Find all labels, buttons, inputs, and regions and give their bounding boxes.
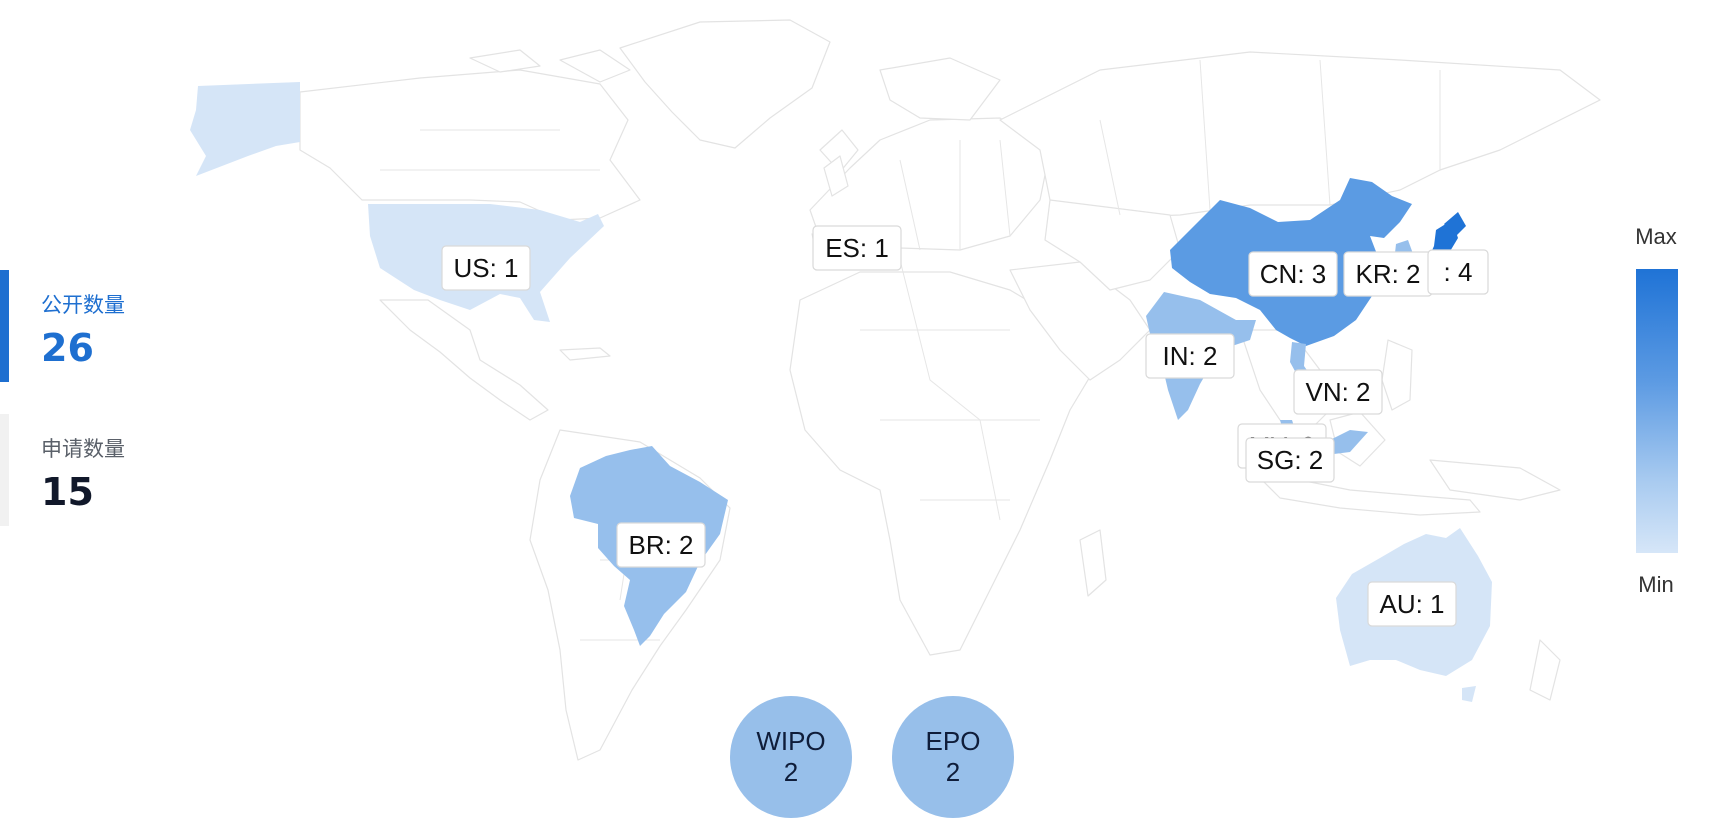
legend-max-label: Max bbox=[1635, 224, 1677, 249]
country-label-text: SG: 2 bbox=[1257, 445, 1323, 475]
office-name: WIPO bbox=[756, 726, 826, 756]
country-labels: US: 1ES: 1CN: 3KR: 2: 4IN: 2VN: 2MY: 2SG… bbox=[441, 225, 1489, 627]
country-label-sg: SG: 2 bbox=[1245, 437, 1335, 483]
country-au-tasmania[interactable] bbox=[1462, 686, 1476, 702]
active-indicator bbox=[0, 270, 9, 382]
country-label-box bbox=[616, 522, 706, 568]
country-label-box bbox=[1245, 437, 1335, 483]
stat-published-tab[interactable]: 公开数量 26 bbox=[0, 270, 240, 382]
country-my-borneo[interactable] bbox=[1330, 430, 1368, 454]
country-label-box bbox=[441, 245, 531, 291]
country-label-es: ES: 1 bbox=[812, 225, 902, 271]
country-label-text: : 4 bbox=[1444, 257, 1473, 287]
country-jp-hokkaido[interactable] bbox=[1444, 212, 1466, 236]
office-value: 2 bbox=[783, 757, 799, 787]
country-label-text: KR: 2 bbox=[1355, 259, 1420, 289]
stat-applications-tab[interactable]: 申请数量 15 bbox=[0, 414, 240, 526]
country-us-alaska[interactable] bbox=[190, 82, 300, 176]
office-bubble-wipo[interactable]: WIPO 2 bbox=[730, 696, 852, 818]
country-label-us: US: 1 bbox=[441, 245, 531, 291]
country-label-vn: VN: 2 bbox=[1293, 369, 1383, 415]
country-label-box bbox=[1145, 333, 1235, 379]
legend-color-scale[interactable] bbox=[1636, 269, 1678, 553]
stat-published-label: 公开数量 bbox=[41, 293, 125, 317]
country-label-cn: CN: 3 bbox=[1248, 251, 1338, 297]
country-label-jp: : 4 bbox=[1427, 249, 1489, 295]
country-label-box bbox=[1427, 249, 1489, 295]
legend-min-label: Min bbox=[1638, 572, 1674, 597]
country-label-text: BR: 2 bbox=[628, 530, 693, 560]
country-label-box bbox=[1248, 251, 1338, 297]
country-label-au: AU: 1 bbox=[1367, 581, 1457, 627]
country-label-in: IN: 2 bbox=[1145, 333, 1235, 379]
country-label-text: AU: 1 bbox=[1379, 589, 1444, 619]
country-label-br: BR: 2 bbox=[616, 522, 706, 568]
country-label-text: CN: 3 bbox=[1260, 259, 1326, 289]
stat-applications-value: 15 bbox=[41, 470, 94, 514]
office-bubble-epo[interactable]: EPO 2 bbox=[892, 696, 1014, 818]
country-label-box bbox=[812, 225, 902, 271]
country-label-text: ES: 1 bbox=[825, 233, 889, 263]
country-label-kr: KR: 2 bbox=[1343, 251, 1433, 297]
office-name: EPO bbox=[925, 726, 981, 756]
inactive-indicator bbox=[0, 414, 9, 526]
country-label-text: US: 1 bbox=[453, 253, 518, 283]
stat-applications-label: 申请数量 bbox=[41, 437, 125, 461]
office-value: 2 bbox=[945, 757, 961, 787]
stat-published-value: 26 bbox=[41, 326, 94, 370]
country-label-box bbox=[1367, 581, 1457, 627]
country-label-text: IN: 2 bbox=[1163, 341, 1218, 371]
country-label-box bbox=[1293, 369, 1383, 415]
country-label-text: VN: 2 bbox=[1305, 377, 1370, 407]
stats-panel: 公开数量 26 申请数量 15 bbox=[0, 270, 240, 526]
